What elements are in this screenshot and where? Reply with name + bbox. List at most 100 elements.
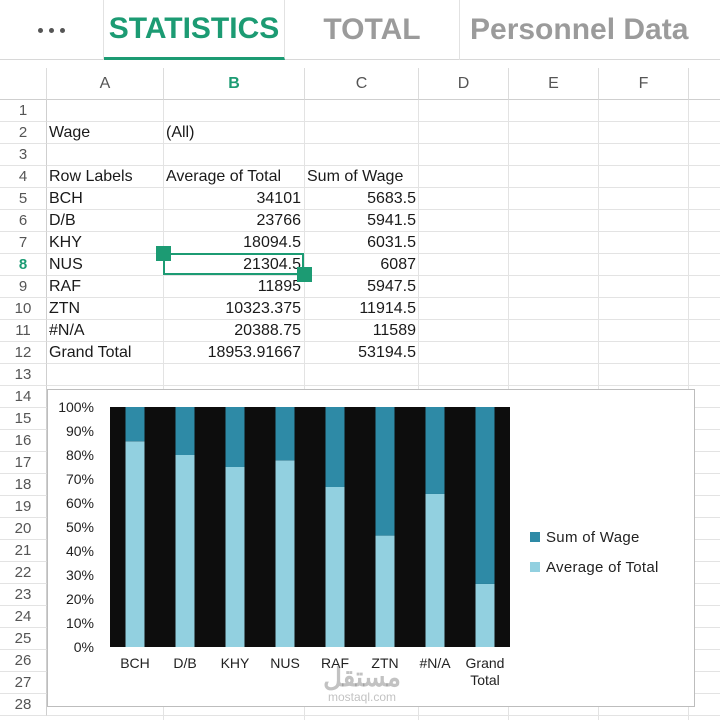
row-header-15[interactable]: 15 xyxy=(0,408,47,430)
pivot-average-total-value[interactable]: 34101 xyxy=(256,190,302,207)
select-all-corner[interactable] xyxy=(0,68,47,100)
x-tick-label: Total xyxy=(470,672,500,688)
pivot-row-label[interactable]: D/B xyxy=(49,212,76,229)
pivot-average-total-value[interactable]: 10323.375 xyxy=(225,300,301,317)
pivot-row-label[interactable]: Grand Total xyxy=(49,344,132,361)
filter-label-cell[interactable]: Wage xyxy=(49,124,91,141)
pivot-sum-wage-value[interactable]: 5941.5 xyxy=(367,212,416,229)
row-header-22[interactable]: 22 xyxy=(0,562,47,584)
row-gridline xyxy=(47,187,720,188)
row-header-5[interactable]: 5 xyxy=(0,188,47,210)
row-gridline xyxy=(47,121,720,122)
pivot-sum-wage-value[interactable]: 11914.5 xyxy=(359,300,416,317)
tab-personnel-data[interactable]: Personnel Data xyxy=(470,13,689,46)
row-header-6[interactable]: 6 xyxy=(0,210,47,232)
row-header-12[interactable]: 12 xyxy=(0,342,47,364)
column-header-a[interactable]: A xyxy=(47,68,164,100)
pivot-average-total-value[interactable]: 23766 xyxy=(256,212,302,229)
row-header-2[interactable]: 2 xyxy=(0,122,47,144)
bar-sum-wage xyxy=(325,407,345,487)
column-header-c[interactable]: C xyxy=(305,68,419,100)
bar-average-total xyxy=(325,487,345,647)
watermark-latin-text: mostaql.com xyxy=(327,690,397,704)
row-header-3[interactable]: 3 xyxy=(0,144,47,166)
row-header-1[interactable]: 1 xyxy=(0,100,47,122)
row-header-28[interactable]: 28 xyxy=(0,694,47,716)
row-header-4[interactable]: 4 xyxy=(0,166,47,188)
more-options-icon[interactable] xyxy=(0,0,104,60)
row-gridline xyxy=(47,319,720,320)
selection-handle-start[interactable] xyxy=(156,246,171,261)
pivot-row-label[interactable]: #N/A xyxy=(49,322,85,339)
column-header-g[interactable] xyxy=(689,68,720,100)
row-header-27[interactable]: 27 xyxy=(0,672,47,694)
mostaql-watermark: مستقل mostaql.com xyxy=(312,664,412,704)
row-header-19[interactable]: 19 xyxy=(0,496,47,518)
pivot-header-row-labels[interactable]: Row Labels xyxy=(49,168,133,185)
pivot-sum-wage-value[interactable]: 6031.5 xyxy=(367,234,416,251)
tab-total[interactable]: TOTAL xyxy=(285,0,460,60)
pivot-average-total-value[interactable]: 18953.91667 xyxy=(207,344,301,361)
pivot-sum-wage-value[interactable]: 5947.5 xyxy=(367,278,416,295)
row-header-16[interactable]: 16 xyxy=(0,430,47,452)
pivot-sum-wage-value[interactable]: 6087 xyxy=(380,256,416,273)
column-header-d[interactable]: D xyxy=(419,68,509,100)
x-tick-label: BCH xyxy=(120,655,150,671)
pivot-average-total-value[interactable]: 21304.5 xyxy=(243,256,301,273)
column-header-f[interactable]: F xyxy=(599,68,689,100)
pivot-row-label[interactable]: RAF xyxy=(49,278,81,295)
row-header-8[interactable]: 8 xyxy=(0,254,47,276)
row-header-25[interactable]: 25 xyxy=(0,628,47,650)
pivot-average-total-value[interactable]: 11895 xyxy=(257,278,301,295)
spreadsheet-grid[interactable]: A B C D E F 1 2 3 4 5 6 7 8 9 10 11 12 13 14 15 16 17 18 1… xyxy=(0,68,720,720)
bar-sum-wage xyxy=(225,407,245,467)
row-gridline xyxy=(47,209,720,210)
x-tick-label: KHY xyxy=(221,655,250,671)
row-header-11[interactable]: 11 xyxy=(0,320,47,342)
pivot-row-label[interactable]: ZTN xyxy=(49,300,81,317)
pivot-row-label[interactable]: KHY xyxy=(49,234,82,251)
y-tick-label: 90% xyxy=(66,423,94,439)
tab-statistics[interactable]: STATISTICS xyxy=(104,0,285,60)
selection-handle-end[interactable] xyxy=(297,267,312,282)
legend-label-sum-wage: Sum of Wage xyxy=(546,528,640,546)
y-tick-label: 30% xyxy=(66,567,94,583)
row-header-24[interactable]: 24 xyxy=(0,606,47,628)
pivot-sum-wage-value[interactable]: 11589 xyxy=(372,322,416,339)
row-header-14[interactable]: 14 xyxy=(0,386,47,408)
row-header-23[interactable]: 23 xyxy=(0,584,47,606)
row-gridline xyxy=(47,143,720,144)
pivot-sum-wage-value[interactable]: 5683.5 xyxy=(367,190,416,207)
pivot-average-total-value[interactable]: 20388.75 xyxy=(234,322,301,339)
row-header-21[interactable]: 21 xyxy=(0,540,47,562)
row-header-10[interactable]: 10 xyxy=(0,298,47,320)
row-header-17[interactable]: 17 xyxy=(0,452,47,474)
y-tick-label: 60% xyxy=(66,495,94,511)
pivot-average-total-value[interactable]: 18094.5 xyxy=(243,234,301,251)
pivot-row-label[interactable]: BCH xyxy=(49,190,83,207)
column-header-b[interactable]: B xyxy=(164,68,305,100)
filter-value-cell[interactable]: (All) xyxy=(166,124,195,141)
y-tick-label: 50% xyxy=(66,519,94,535)
bar-average-total xyxy=(425,493,445,647)
bar-sum-wage xyxy=(175,407,195,455)
row-gridline xyxy=(47,385,720,386)
pivot-header-average-total[interactable]: Average of Total xyxy=(166,168,282,185)
row-header-9[interactable]: 9 xyxy=(0,276,47,298)
stacked-percent-bar-chart[interactable]: 0% 10% 20% 30% 40% 50% 60% 70% 80% 90% 100% BCH D/B K… xyxy=(47,389,695,707)
bar-average-total xyxy=(175,455,195,647)
cell-selection-b8[interactable] xyxy=(163,253,304,275)
y-tick-label: 100% xyxy=(58,399,94,415)
pivot-row-label[interactable]: NUS xyxy=(49,256,83,273)
column-header-e[interactable]: E xyxy=(509,68,599,100)
row-header-20[interactable]: 20 xyxy=(0,518,47,540)
bar-average-total xyxy=(125,441,145,647)
x-tick-label: #N/A xyxy=(419,655,451,671)
pivot-sum-wage-value[interactable]: 53194.5 xyxy=(358,344,416,361)
pivot-header-sum-wage[interactable]: Sum of Wage xyxy=(307,168,404,185)
row-header-18[interactable]: 18 xyxy=(0,474,47,496)
row-gridline xyxy=(47,253,720,254)
row-header-13[interactable]: 13 xyxy=(0,364,47,386)
row-header-7[interactable]: 7 xyxy=(0,232,47,254)
row-header-26[interactable]: 26 xyxy=(0,650,47,672)
